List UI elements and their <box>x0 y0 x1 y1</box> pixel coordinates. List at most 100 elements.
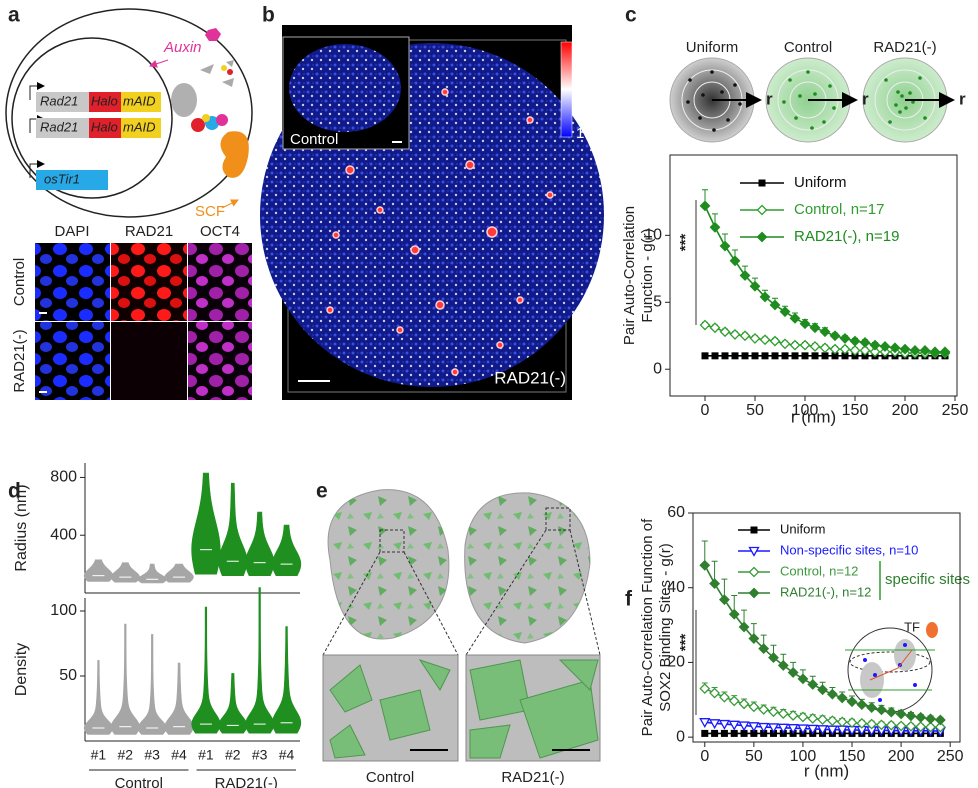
tf-schematic <box>845 622 938 713</box>
marker <box>811 352 819 360</box>
y-tick-label: 40 <box>667 579 685 596</box>
x-tick-label: #2 <box>225 747 241 763</box>
marker <box>760 729 768 737</box>
marker <box>905 710 917 722</box>
legend-label: RAD21(-), n=12 <box>780 584 871 599</box>
marker <box>768 652 779 663</box>
marker <box>836 716 848 728</box>
marker <box>729 255 741 267</box>
column-label: DAPI <box>54 223 89 240</box>
marker <box>728 608 740 620</box>
plot-frame <box>669 154 958 397</box>
y-axis-label: Density <box>13 643 30 696</box>
marker <box>831 352 839 360</box>
marker <box>709 687 721 699</box>
construct: Rad21 Halo mAID <box>29 115 161 138</box>
marker <box>895 708 907 720</box>
marker <box>816 725 829 736</box>
marker <box>699 718 711 729</box>
marker <box>728 695 740 707</box>
marker <box>739 330 751 342</box>
marker <box>699 683 711 694</box>
marker <box>741 352 749 360</box>
colorbar-max: 80 <box>572 37 589 54</box>
colorbar <box>560 41 573 138</box>
auxin-icon <box>205 28 221 41</box>
marker <box>909 345 921 356</box>
marker <box>929 346 941 358</box>
marker <box>699 559 711 571</box>
marker <box>799 318 811 330</box>
marker <box>728 720 740 731</box>
y-tick-label: 0 <box>653 360 662 377</box>
legend-marker <box>758 179 766 187</box>
violin <box>110 562 140 583</box>
marker <box>859 337 871 348</box>
marker <box>876 704 887 716</box>
marker <box>768 706 779 718</box>
arrow-label: r <box>766 89 773 108</box>
marker <box>809 322 821 334</box>
row-label: RAD21(-) <box>11 329 28 392</box>
x-tick-label: #1 <box>198 747 214 763</box>
marker <box>748 633 760 644</box>
y-axis-label: Pair Auto-Correlation <box>621 206 638 345</box>
violin <box>271 524 302 576</box>
marker <box>846 696 858 708</box>
x-tick-label: #3 <box>252 747 268 763</box>
fragment <box>221 65 227 71</box>
marker <box>740 729 748 737</box>
model-label: RAD21(-) <box>873 39 936 56</box>
marker <box>749 280 761 292</box>
legend-marker <box>756 231 768 243</box>
y-axis-label: SOX2 Binding Sites - g(r) <box>657 543 674 711</box>
marker <box>699 319 711 331</box>
y-axis-label: Pair Auto-Correlation Function of <box>639 518 656 736</box>
plot-frame <box>692 512 961 743</box>
marker <box>779 306 791 318</box>
marker <box>801 352 809 360</box>
marker <box>718 691 730 703</box>
y-tick-label: 60 <box>667 504 685 521</box>
panel-label: f <box>625 588 633 611</box>
violin <box>245 511 275 576</box>
marker <box>719 326 731 338</box>
model-label: Control <box>784 39 832 56</box>
legend-label: RAD21(-), n=19 <box>794 228 899 245</box>
zoom-box <box>379 529 405 553</box>
x-tick-label: 0 <box>701 402 710 419</box>
marker <box>738 721 750 732</box>
marker <box>819 326 831 338</box>
marker <box>709 221 721 233</box>
marker <box>876 719 887 731</box>
marker <box>839 333 851 344</box>
panel-label: a <box>8 4 20 27</box>
marker <box>807 713 819 724</box>
x-tick-label: #2 <box>118 747 134 763</box>
x-tick-label: #4 <box>171 747 187 763</box>
marker <box>797 724 809 735</box>
legend-label: Uniform <box>794 174 847 191</box>
marker <box>787 710 799 721</box>
panel-label: b <box>262 4 275 27</box>
inset-label: Control <box>290 131 338 148</box>
protein <box>191 118 205 132</box>
marker <box>781 352 789 360</box>
x-tick-label: #1 <box>91 747 107 763</box>
marker <box>829 330 841 342</box>
marker <box>869 346 881 358</box>
marker <box>759 291 771 303</box>
x-tick-label: 50 <box>745 748 763 765</box>
violin <box>245 587 275 734</box>
marker <box>759 334 771 346</box>
marker <box>729 328 741 340</box>
marker <box>826 725 839 736</box>
y-tick-label: 10 <box>644 227 662 244</box>
marker <box>879 341 891 352</box>
marker <box>846 717 858 728</box>
tag-label: Halo <box>91 93 118 108</box>
panel-label: d <box>8 480 21 503</box>
marker <box>719 240 731 252</box>
arrow-label: r <box>862 89 869 108</box>
column-label: OCT4 <box>200 223 240 240</box>
